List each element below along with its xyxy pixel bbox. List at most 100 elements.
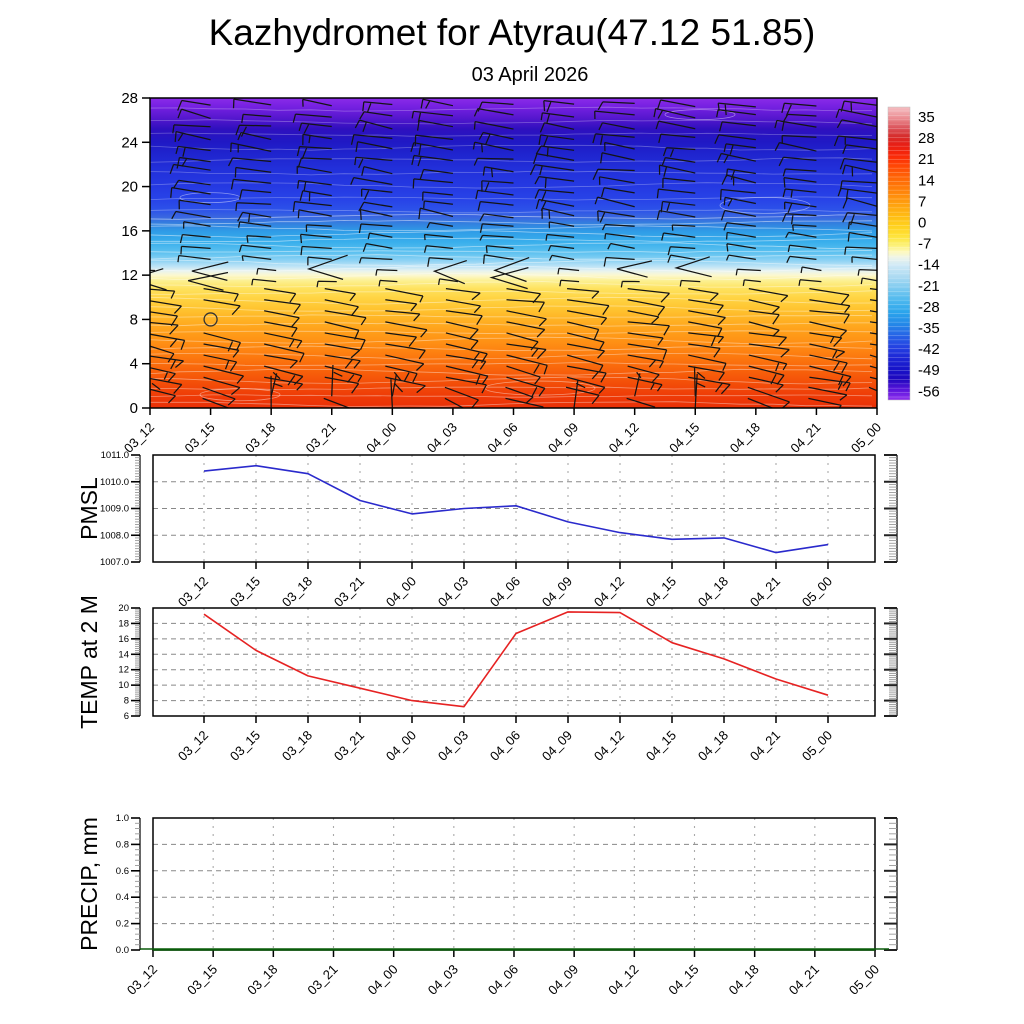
y-axis-label: 0.6 xyxy=(116,866,129,877)
wind-barb xyxy=(809,299,851,314)
wind-barb xyxy=(809,343,845,359)
time-axis-label: 04_12 xyxy=(591,728,627,764)
wind-barb xyxy=(479,234,514,241)
time-axis-label: 03_12 xyxy=(175,574,211,610)
wind-barb xyxy=(481,180,514,192)
wind-barb xyxy=(800,266,822,274)
wind-barb xyxy=(662,147,696,157)
wind-barb xyxy=(851,256,877,263)
wind-barb xyxy=(485,245,514,254)
wind-barb xyxy=(723,143,756,155)
wind-barb xyxy=(489,267,529,290)
height-axis-label: 28 xyxy=(121,90,138,107)
pmsl-frame xyxy=(152,454,876,563)
wind-barb xyxy=(427,257,453,267)
wind-barb xyxy=(150,377,183,394)
wind-barb xyxy=(203,354,238,372)
y-axis-label: 14 xyxy=(118,649,129,660)
wind-barb xyxy=(177,99,211,111)
wind-barb xyxy=(324,354,361,369)
wind-barb xyxy=(505,386,534,404)
wind-barb xyxy=(170,187,211,198)
height-axis-label: 4 xyxy=(130,356,138,373)
contour-line xyxy=(150,394,873,398)
wind-barb xyxy=(445,310,483,326)
wind-barb xyxy=(264,343,305,363)
date-subtitle: 03 April 2026 xyxy=(471,64,589,86)
wind-barb xyxy=(264,332,303,349)
wind-barb xyxy=(324,288,356,302)
wind-barb xyxy=(534,189,575,202)
time-axis-label: 04_15 xyxy=(643,574,679,610)
wind-barb xyxy=(445,321,479,340)
wind-barb xyxy=(202,397,231,408)
contour-line xyxy=(150,265,873,273)
wind-barb xyxy=(597,210,635,223)
wind-barb xyxy=(493,256,530,283)
wind-barb xyxy=(171,210,211,220)
contour-line xyxy=(150,144,873,151)
wind-barb xyxy=(361,166,393,176)
wind-barb xyxy=(239,189,272,200)
wind-barb xyxy=(592,133,635,145)
colorbar-gradient xyxy=(887,106,911,401)
wind-barb xyxy=(264,321,298,338)
wind-barb xyxy=(331,364,343,397)
wind-barb xyxy=(725,254,756,261)
wind-barb xyxy=(150,126,151,128)
wind-barb xyxy=(297,209,332,219)
contour-line xyxy=(150,119,873,125)
contour-line xyxy=(150,170,873,176)
wind-barb xyxy=(300,245,332,256)
precip-panel: 1.0 0.8 0.6 0.4 0.2 0.0 03_12 03_15 03_18 03_21 04… xyxy=(76,813,898,998)
wind-barb xyxy=(716,109,756,118)
contour-line xyxy=(150,209,873,214)
wind-barb xyxy=(174,131,211,143)
wind-barb xyxy=(548,254,575,261)
wind-barb xyxy=(835,108,877,118)
y-axis-label: 0.4 xyxy=(116,892,129,903)
wind-barb xyxy=(367,232,393,240)
wind-barb xyxy=(847,231,877,242)
wind-barb xyxy=(860,277,877,285)
wind-barbs xyxy=(150,98,877,408)
wind-barb xyxy=(566,299,610,315)
wind-barb xyxy=(529,164,575,176)
wind-barb xyxy=(566,321,600,340)
wind-barb xyxy=(842,212,877,226)
wind-barb xyxy=(150,247,151,249)
wind-barb xyxy=(475,189,514,200)
time-axis-label: 03_15 xyxy=(182,420,218,456)
colorbar-tick-label: -35 xyxy=(918,320,940,337)
wind-barb xyxy=(187,271,229,291)
wind-barb xyxy=(842,197,877,209)
wind-barb xyxy=(661,156,696,166)
wind-barb xyxy=(594,196,635,208)
wind-barb xyxy=(354,156,393,169)
y-axis-label: 1.0 xyxy=(116,813,129,824)
wind-barb xyxy=(324,310,367,326)
time-axis-label: 05_00 xyxy=(799,574,835,610)
wind-barb xyxy=(506,321,546,338)
wind-barb xyxy=(604,232,635,240)
wind-barb xyxy=(506,365,541,385)
wind-barb xyxy=(505,397,544,408)
wind-barb xyxy=(547,244,575,252)
wind-barb xyxy=(473,157,514,166)
wind-barb xyxy=(296,145,332,160)
time-axis-label: 03_18 xyxy=(279,728,315,764)
wind-barb xyxy=(567,288,600,299)
wind-barb xyxy=(506,288,541,304)
wind-barb xyxy=(839,157,877,170)
wind-barb xyxy=(358,257,393,264)
wind-barb xyxy=(506,310,547,327)
wind-barb xyxy=(203,332,242,352)
wind-barb xyxy=(324,332,366,351)
y-axis-label: 6 xyxy=(124,711,129,722)
wind-barb xyxy=(656,188,696,199)
y-axis-label: 1009.0 xyxy=(100,504,129,515)
time-axis-label: 04_21 xyxy=(787,420,823,456)
wind-barb xyxy=(688,310,726,326)
wind-barb xyxy=(445,288,481,301)
